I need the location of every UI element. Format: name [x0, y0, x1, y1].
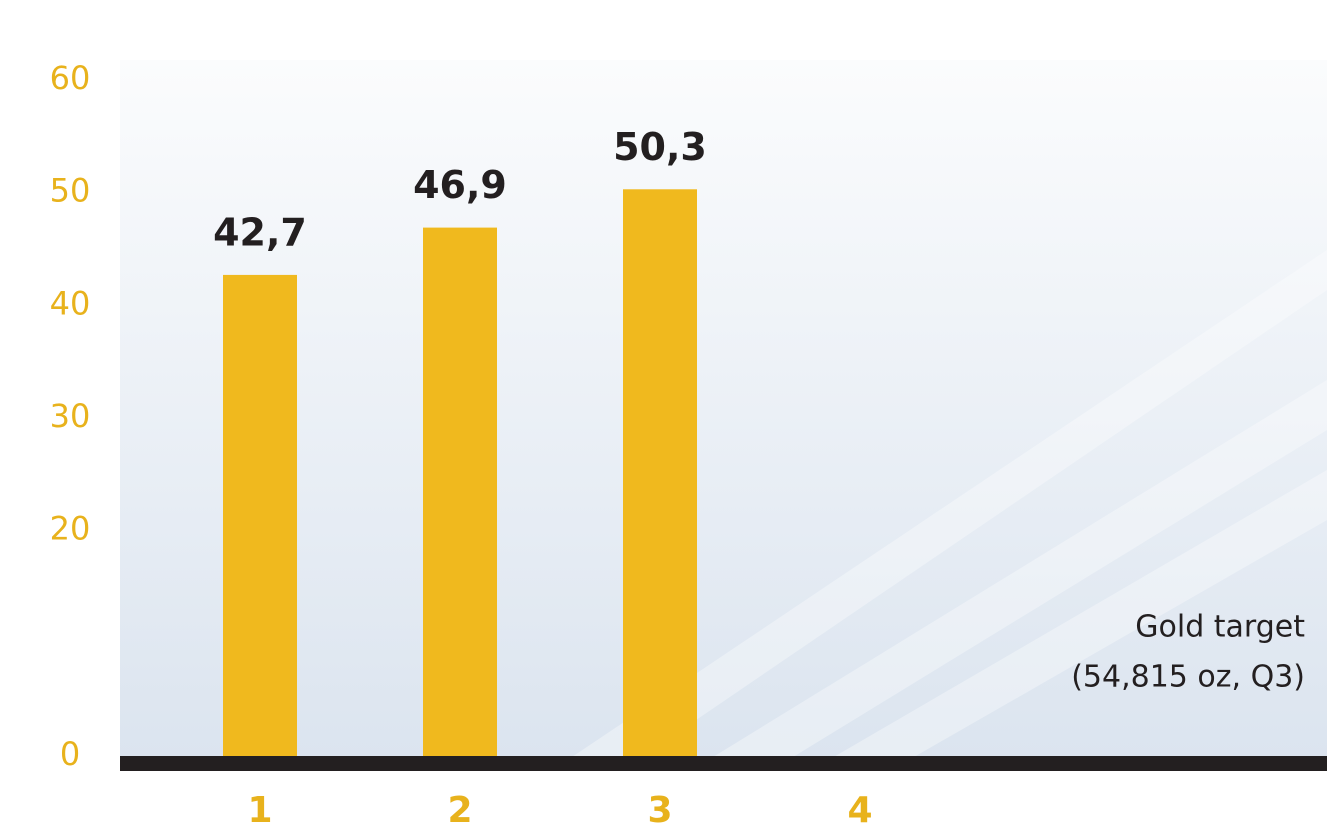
x-tick-label: 1 [247, 790, 272, 831]
y-tick-label: 40 [50, 284, 91, 322]
value-label: 46,9 [413, 163, 507, 207]
annotation: (54,815 oz, Q3) [1071, 660, 1305, 695]
y-tick-label: 50 [50, 172, 91, 210]
bar [223, 274, 297, 756]
plot-background [120, 60, 1327, 765]
decor-stripes [560, 250, 1327, 765]
x-axis [120, 756, 1327, 771]
bar [423, 227, 497, 757]
x-tick-label: 3 [647, 790, 672, 831]
value-label: 50,3 [613, 125, 707, 169]
x-tick-label: 4 [847, 790, 872, 831]
y-tick-label: 0 [60, 735, 80, 773]
bar [623, 189, 697, 756]
y-tick-label: 30 [50, 397, 91, 435]
x-tick-label: 2 [447, 790, 472, 831]
y-tick-label: 20 [50, 510, 91, 548]
annotation: Gold target [1135, 610, 1305, 645]
value-label: 42,7 [213, 210, 307, 254]
y-tick-label: 60 [50, 59, 91, 97]
